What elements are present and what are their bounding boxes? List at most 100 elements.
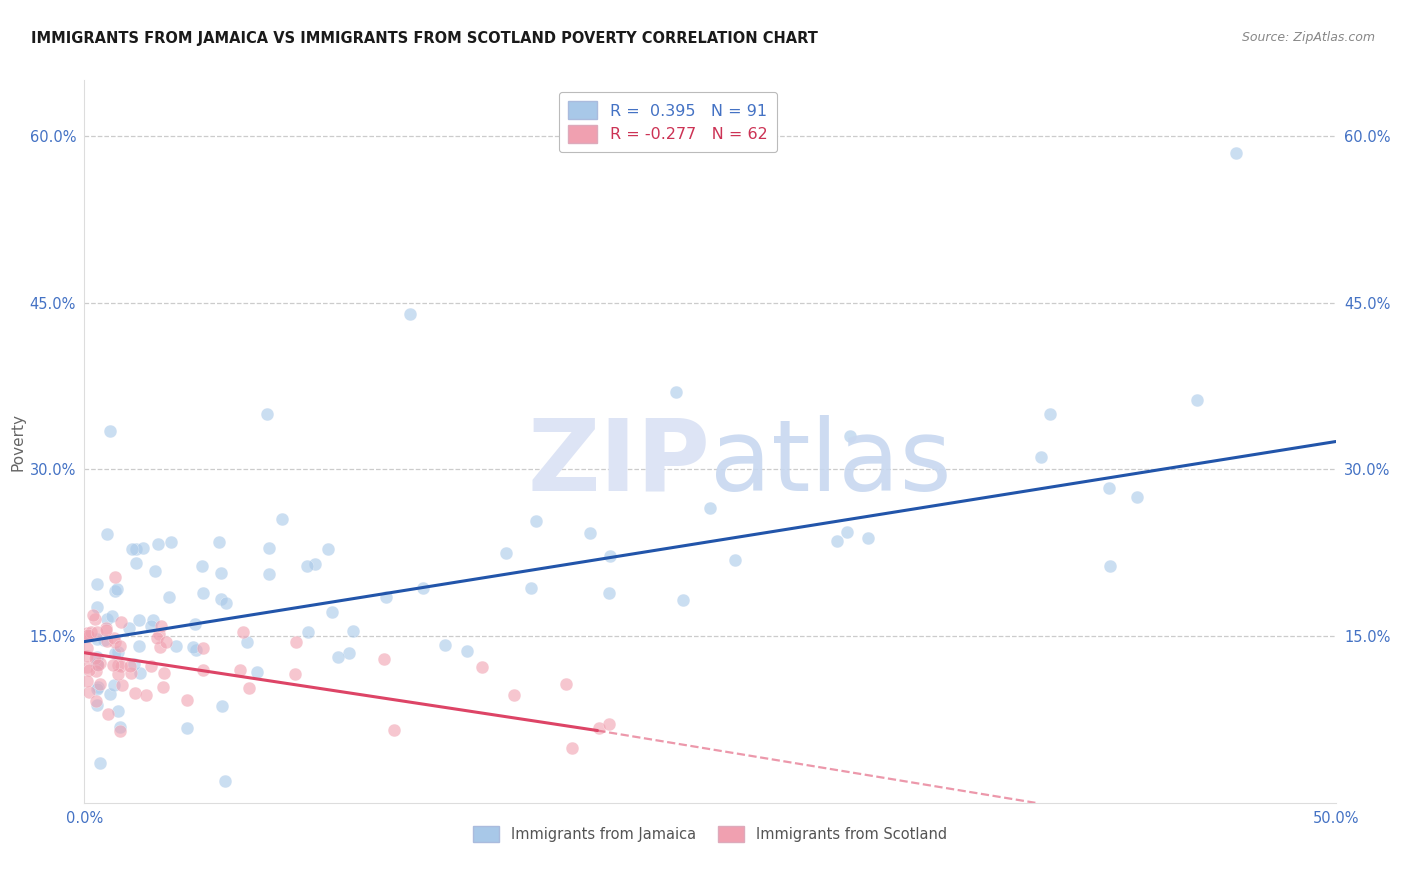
Point — [326, 650, 349, 665]
Point — [101, 609, 124, 624]
Point — [165, 639, 187, 653]
Point — [337, 646, 360, 660]
Point — [271, 511, 294, 525]
Point — [1225, 145, 1247, 160]
Point — [152, 681, 174, 695]
Point — [215, 596, 238, 610]
Point — [524, 514, 547, 528]
Point — [89, 756, 111, 770]
Point — [96, 526, 118, 541]
Point — [495, 547, 517, 561]
Text: atlas: atlas — [710, 415, 952, 512]
Point — [856, 531, 879, 545]
Point — [503, 688, 526, 702]
Point — [110, 615, 132, 630]
Point — [94, 621, 117, 635]
Point — [98, 687, 121, 701]
Point — [107, 645, 129, 659]
Point — [398, 307, 420, 321]
Point — [128, 613, 150, 627]
Point — [94, 623, 117, 637]
Point — [108, 723, 131, 738]
Point — [456, 643, 478, 657]
Point — [103, 635, 125, 649]
Point — [146, 631, 169, 645]
Point — [214, 773, 236, 788]
Point — [238, 681, 260, 695]
Point — [342, 624, 364, 639]
Point — [143, 564, 166, 578]
Point — [382, 723, 405, 737]
Point — [122, 657, 145, 671]
Point — [193, 663, 215, 677]
Point — [98, 425, 121, 439]
Point — [193, 640, 215, 655]
Point — [86, 657, 108, 671]
Point — [839, 429, 862, 443]
Point — [89, 677, 111, 691]
Point — [232, 625, 254, 640]
Point — [86, 577, 108, 591]
Point — [80, 625, 103, 640]
Point — [86, 694, 108, 708]
Point — [665, 384, 688, 399]
Point — [193, 586, 215, 600]
Point — [108, 720, 131, 734]
Point — [121, 541, 143, 556]
Point — [107, 666, 129, 681]
Point — [132, 541, 155, 555]
Point — [316, 542, 339, 557]
Point — [321, 605, 343, 619]
Point — [76, 625, 98, 640]
Point — [297, 624, 319, 639]
Point — [304, 557, 326, 571]
Point — [105, 582, 128, 596]
Text: Source: ZipAtlas.com: Source: ZipAtlas.com — [1241, 31, 1375, 45]
Point — [96, 612, 118, 626]
Point — [82, 608, 104, 623]
Point — [229, 663, 252, 677]
Point — [149, 640, 172, 654]
Point — [97, 707, 120, 722]
Point — [295, 559, 318, 574]
Point — [76, 660, 98, 674]
Point — [77, 664, 100, 678]
Text: ZIP: ZIP — [527, 415, 710, 512]
Point — [110, 639, 132, 653]
Point — [246, 665, 269, 679]
Point — [373, 652, 395, 666]
Point — [176, 693, 198, 707]
Point — [176, 721, 198, 735]
Point — [1029, 450, 1052, 464]
Point — [125, 556, 148, 570]
Point — [256, 407, 278, 421]
Point — [1098, 481, 1121, 495]
Point — [149, 619, 172, 633]
Point — [110, 659, 132, 673]
Point — [76, 640, 98, 655]
Point — [86, 657, 108, 671]
Point — [412, 581, 434, 595]
Point — [129, 665, 152, 680]
Point — [699, 500, 721, 515]
Point — [86, 698, 108, 713]
Point — [724, 553, 747, 567]
Point — [84, 665, 107, 679]
Point — [148, 627, 170, 641]
Point — [433, 638, 456, 652]
Point — [599, 549, 621, 564]
Point — [120, 659, 142, 673]
Point — [77, 685, 100, 699]
Y-axis label: Poverty: Poverty — [11, 412, 25, 471]
Point — [191, 559, 214, 574]
Point — [128, 639, 150, 653]
Point — [103, 678, 125, 692]
Point — [155, 634, 177, 648]
Point — [152, 666, 174, 681]
Point — [87, 657, 110, 672]
Point — [87, 680, 110, 694]
Point — [1098, 558, 1121, 573]
Point — [588, 721, 610, 735]
Point — [139, 619, 162, 633]
Point — [1185, 392, 1208, 407]
